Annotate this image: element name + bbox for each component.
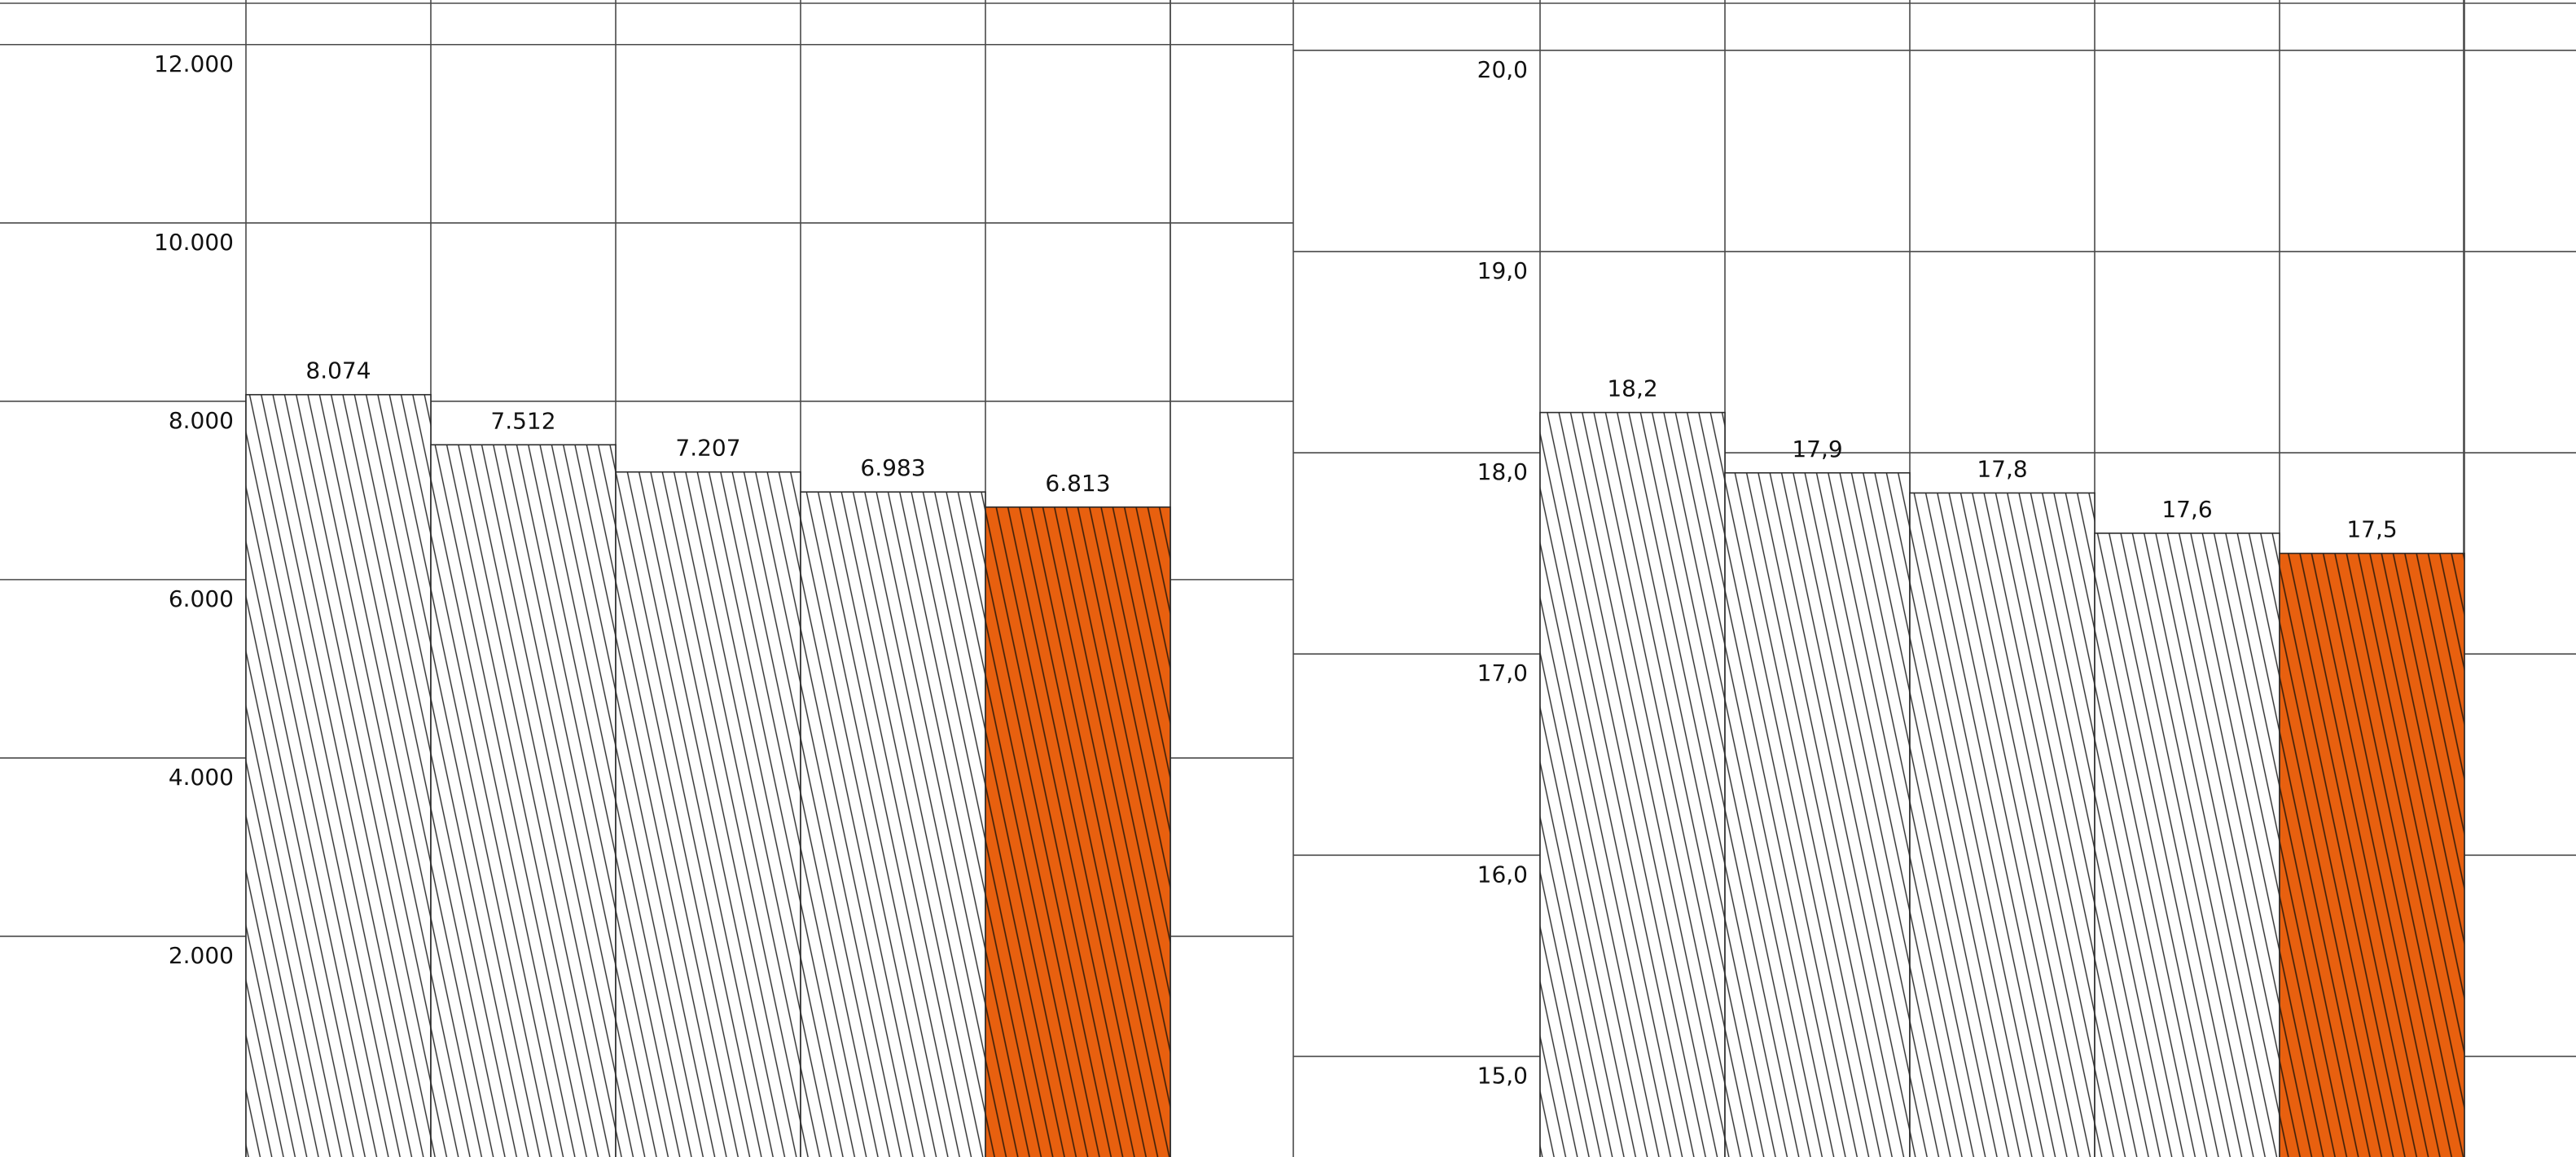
y-tick-label: 2.000 xyxy=(169,942,234,969)
y-tick-label: 17,0 xyxy=(1477,660,1528,686)
chart-left-y-axis-ticks: 2.000 4.000 6.000 8.000 10.000 12.000 xyxy=(154,50,234,969)
bar-value-label: 6.983 xyxy=(860,454,925,481)
y-tick-label: 8.000 xyxy=(169,407,234,434)
bar-value-label: 17,6 xyxy=(2161,496,2212,523)
y-tick-label: 20,0 xyxy=(1477,56,1528,83)
bar xyxy=(1725,472,1910,1157)
y-tick-label: 10.000 xyxy=(154,229,234,256)
bar-outline xyxy=(2279,552,2465,1157)
y-tick-label: 16,0 xyxy=(1477,861,1528,887)
bar xyxy=(431,445,616,1157)
bar xyxy=(1540,412,1725,1157)
chart-left-bars xyxy=(245,393,1171,1157)
bar-value-label: 17,9 xyxy=(1792,436,1842,462)
y-tick-label: 12.000 xyxy=(154,50,234,77)
bar xyxy=(616,471,801,1157)
y-tick-label: 6.000 xyxy=(169,585,234,612)
y-tick-label: 18,0 xyxy=(1477,458,1528,485)
bar-value-label: 18,2 xyxy=(1607,375,1657,402)
chart-left-data-labels: 8.074 7.512 7.207 6.983 6.813 xyxy=(305,357,1110,497)
bar-value-label: 6.813 xyxy=(1045,470,1110,497)
bar xyxy=(801,492,985,1157)
chart-right-data-labels: 18,2 17,9 17,8 17,6 17,5 xyxy=(1607,375,2397,543)
bar xyxy=(2095,532,2280,1157)
bar-value-label: 17,8 xyxy=(1977,455,2027,482)
bar-value-label: 7.512 xyxy=(490,407,555,434)
bar xyxy=(246,394,431,1157)
bar-value-label: 8.074 xyxy=(305,357,371,384)
bar-outline xyxy=(985,506,1171,1157)
bar-value-label: 7.207 xyxy=(675,435,740,462)
bar xyxy=(1910,493,2095,1157)
y-tick-label: 19,0 xyxy=(1477,257,1528,284)
chart-right: 15,0 16,0 17,0 18,0 19,0 20,0 18,2 17,9 17,8 17,… xyxy=(1293,0,2576,1157)
chart-left: 2.000 4.000 6.000 8.000 10.000 12.000 8.074 7.… xyxy=(0,0,1294,1157)
bar-value-label: 17,5 xyxy=(2346,516,2397,543)
y-tick-label: 4.000 xyxy=(169,764,234,791)
bar-highlighted xyxy=(2280,553,2464,1157)
chart-right-bars xyxy=(1539,411,2465,1157)
bar-highlighted xyxy=(985,506,1170,1157)
y-tick-label: 15,0 xyxy=(1477,1062,1528,1089)
chart-right-y-axis-ticks: 15,0 16,0 17,0 18,0 19,0 20,0 xyxy=(1477,56,1528,1089)
